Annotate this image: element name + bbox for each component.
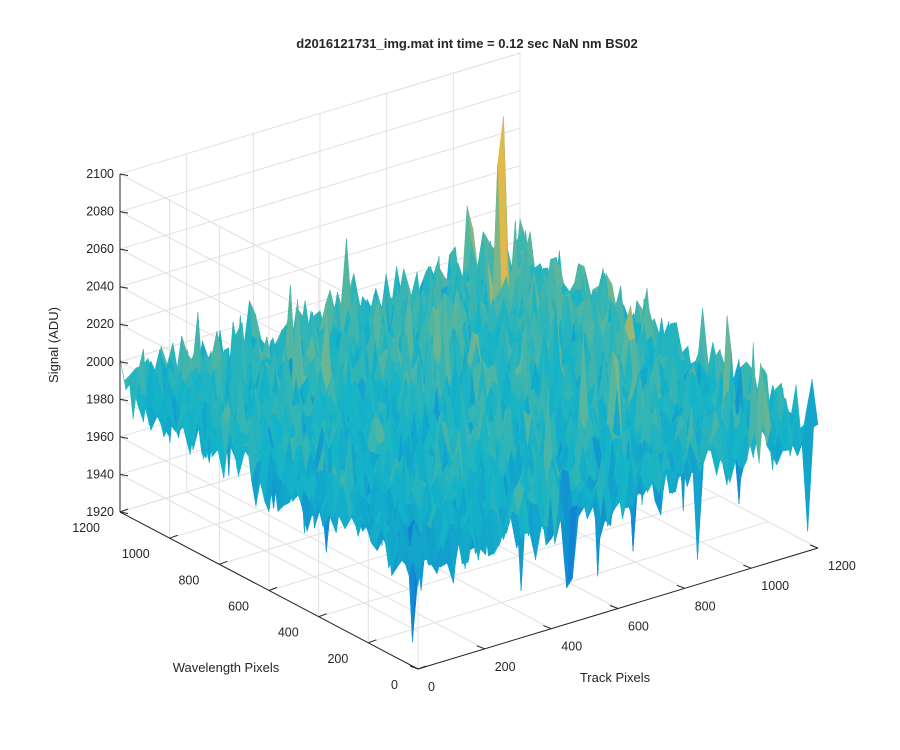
z-tick-label: 1960 (86, 430, 114, 444)
z-tick-label: 1980 (86, 392, 114, 406)
surface-mesh (119, 116, 819, 642)
y-tick-label: 800 (178, 573, 199, 587)
x-tick-label: 800 (695, 599, 716, 613)
z-tick-label: 2100 (86, 167, 114, 181)
y-tick-mark (219, 560, 228, 565)
z-tick-labels: 1920 1940 1960 1980 2000 2020 2040 2060 2080 2100 (86, 167, 114, 519)
y-axis-label: Wavelength Pixels (173, 660, 280, 675)
x-tick-label: 0 (428, 680, 435, 694)
x-tick-label: 600 (628, 620, 649, 634)
z-axis-label: Signal (ADU) (46, 307, 61, 383)
y-tick-mark (169, 534, 178, 539)
z-tick-label: 1940 (86, 467, 114, 481)
y-tick-label: 400 (278, 626, 299, 640)
z-tick-label: 2020 (86, 317, 114, 331)
chart-title: d2016121731_img.mat int time = 0.12 sec … (296, 36, 637, 51)
y-tick-label: 600 (228, 600, 249, 614)
y-tick-label: 200 (327, 652, 348, 666)
x-tick-label: 1200 (828, 559, 856, 573)
y-tick-mark (368, 639, 377, 644)
y-tick-mark (268, 587, 278, 591)
y-tick-label: 1000 (122, 547, 150, 561)
z-tick-label: 1920 (86, 505, 114, 519)
y-tick-mark (119, 508, 129, 513)
x-tick-label: 1000 (761, 579, 789, 593)
y-tick-mark (318, 613, 327, 618)
z-tick-label: 2040 (86, 280, 114, 294)
z-tick-label: 2000 (86, 355, 114, 369)
x-tick-label: 200 (495, 660, 516, 674)
z-tick-label: 2060 (86, 242, 114, 256)
y-tick-label: 1200 (72, 521, 100, 535)
x-tick-label: 400 (561, 640, 582, 654)
y-tick-label: 0 (391, 678, 398, 692)
z-tick-label: 2080 (86, 205, 114, 219)
y-tick-mark (417, 665, 427, 670)
x-axis-label: Track Pixels (580, 670, 651, 685)
